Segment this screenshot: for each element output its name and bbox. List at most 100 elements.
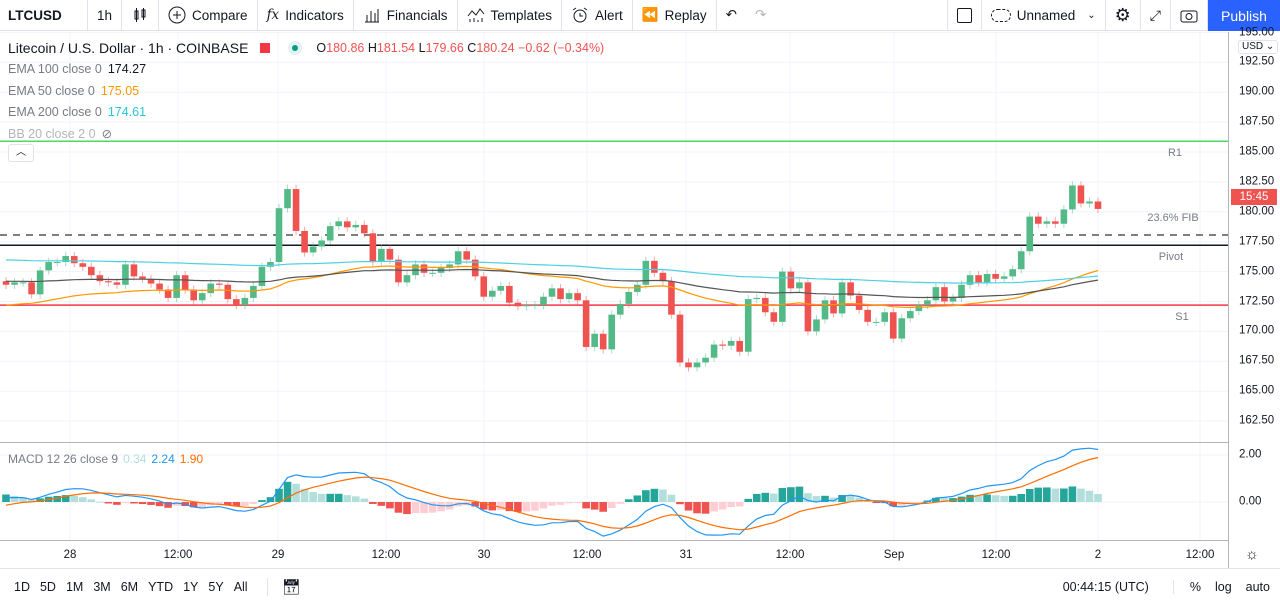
macd-histogram-bar bbox=[471, 502, 480, 507]
interval-button[interactable]: 1h bbox=[88, 0, 123, 31]
bar-chart-icon bbox=[364, 9, 379, 23]
macd-histogram-bar bbox=[616, 502, 625, 504]
macd-histogram-bar bbox=[624, 499, 633, 502]
macd-histogram-bar bbox=[676, 502, 684, 505]
price-chart[interactable] bbox=[0, 0, 1228, 540]
time-tick: 12:00 bbox=[775, 549, 805, 561]
ema100-legend[interactable]: EMA 100 close 0 174.27 bbox=[8, 62, 147, 77]
candle-body bbox=[463, 251, 470, 260]
layout-select-button[interactable] bbox=[946, 0, 982, 31]
macd-histogram-bar bbox=[224, 502, 232, 506]
range-1m[interactable]: 1M bbox=[65, 579, 84, 594]
chart-type-button[interactable] bbox=[122, 0, 160, 31]
price-axis[interactable]: USD ⌄ 195.00 192.50 190.00 187.50 185.00 182.… bbox=[1228, 27, 1280, 568]
candle-body bbox=[224, 284, 232, 300]
eye-hidden-icon[interactable]: ⊘ bbox=[101, 127, 113, 142]
range-ytd[interactable]: YTD bbox=[148, 579, 174, 594]
templates-button[interactable]: Templates bbox=[458, 0, 563, 31]
candle-body bbox=[446, 264, 453, 269]
time-tick: 12:00 bbox=[371, 549, 401, 561]
ema50-legend[interactable]: EMA 50 close 0 175.05 bbox=[8, 83, 140, 98]
macd-histogram-bar bbox=[377, 502, 386, 506]
macd-histogram-bar bbox=[829, 497, 838, 502]
candle-body bbox=[608, 314, 616, 350]
candle-body bbox=[557, 288, 564, 300]
ema50-line bbox=[5, 265, 1099, 309]
layout-name-button[interactable]: Unnamed ⌄ bbox=[982, 0, 1106, 31]
range-1d[interactable]: 1D bbox=[14, 579, 30, 594]
range-1y[interactable]: 1Y bbox=[183, 579, 199, 594]
candle-body bbox=[275, 208, 283, 263]
replay-button[interactable]: ⏪ Replay bbox=[633, 0, 717, 31]
fullscreen-button[interactable]: ⤢ bbox=[1141, 0, 1171, 31]
macd-legend[interactable]: MACD 12 26 close 9 0.34 2.24 1.90 bbox=[8, 452, 204, 466]
candle-body bbox=[719, 344, 726, 346]
axis-settings-button[interactable]: ☼ bbox=[1245, 546, 1259, 563]
compare-button[interactable]: Compare bbox=[159, 0, 258, 31]
financials-button[interactable]: Financials bbox=[354, 0, 458, 31]
macd-histogram-bar bbox=[752, 493, 761, 502]
macd-histogram-bar bbox=[650, 488, 659, 502]
indicators-button[interactable]: fx Indicators bbox=[258, 0, 354, 31]
alert-button[interactable]: Alert bbox=[562, 0, 633, 31]
macd-histogram-bar bbox=[164, 502, 172, 508]
macd-histogram-bar bbox=[369, 502, 377, 504]
macd-histogram-bar bbox=[727, 502, 735, 508]
candle-body bbox=[420, 264, 428, 273]
candle-body bbox=[241, 297, 249, 306]
candle-body bbox=[727, 340, 735, 346]
range-6m[interactable]: 6M bbox=[120, 579, 139, 594]
macd-histogram-bar bbox=[78, 497, 87, 502]
macd-histogram-bar bbox=[539, 502, 548, 509]
macd-histogram-bar bbox=[573, 502, 582, 503]
signal-line bbox=[5, 456, 1099, 531]
candle-body bbox=[378, 248, 385, 263]
price-tick: 165.00 bbox=[1239, 384, 1275, 397]
date-range-button[interactable]: 📅︎ bbox=[266, 577, 301, 596]
candle-body bbox=[574, 293, 581, 301]
candle-body bbox=[864, 309, 871, 322]
range-5y[interactable]: 5Y bbox=[208, 579, 224, 594]
price-tick: 195.00 bbox=[1239, 26, 1275, 39]
redo-button[interactable]: ↷ bbox=[746, 0, 775, 31]
candle-body bbox=[11, 282, 18, 285]
macd-histogram-bar bbox=[36, 498, 44, 502]
candle-body bbox=[616, 303, 624, 315]
ema200-legend[interactable]: EMA 200 close 0 174.61 bbox=[8, 105, 147, 120]
currency-select[interactable]: USD ⌄ bbox=[1238, 40, 1279, 54]
candle-body bbox=[838, 282, 846, 314]
auto-toggle[interactable]: auto bbox=[1245, 580, 1270, 594]
candle-body bbox=[813, 319, 820, 332]
undo-button[interactable]: ↶ bbox=[717, 0, 746, 31]
candle-body bbox=[821, 300, 829, 320]
macd-histogram-bar bbox=[770, 493, 778, 502]
bb-legend[interactable]: BB 20 close 2 0 ⊘ bbox=[8, 126, 113, 142]
candle-body bbox=[685, 362, 692, 368]
macd-histogram-bar bbox=[70, 495, 79, 502]
compare-label: Compare bbox=[192, 7, 248, 23]
macd-histogram-bar bbox=[940, 498, 949, 502]
publish-button[interactable]: Publish bbox=[1208, 0, 1280, 31]
candle-body bbox=[309, 246, 317, 253]
clock[interactable]: 00:44:15 (UTC) bbox=[1062, 580, 1149, 594]
candle-body bbox=[1043, 221, 1051, 224]
macd-histogram-bar bbox=[104, 502, 113, 504]
candle-body bbox=[147, 278, 155, 284]
settings-button[interactable]: ⚙ bbox=[1106, 0, 1141, 31]
range-3m[interactable]: 3M bbox=[93, 579, 111, 594]
candle-body bbox=[156, 283, 163, 290]
percent-toggle[interactable]: % bbox=[1172, 580, 1201, 594]
candle-body bbox=[582, 300, 590, 347]
candle-body bbox=[45, 262, 52, 271]
macd-histogram-bar bbox=[812, 496, 821, 502]
log-toggle[interactable]: log bbox=[1214, 580, 1232, 594]
macd-histogram-bar bbox=[300, 488, 309, 502]
collapse-legend-button[interactable]: ︿ bbox=[8, 144, 34, 162]
range-5d[interactable]: 5D bbox=[39, 579, 56, 594]
candle-body bbox=[523, 305, 530, 307]
snapshot-button[interactable] bbox=[1171, 0, 1208, 31]
macd-histogram-bar bbox=[701, 502, 710, 514]
symbol-search[interactable]: LTCUSD bbox=[0, 0, 88, 31]
range-all[interactable]: All bbox=[233, 579, 248, 594]
time-axis[interactable]: 28 12:00 29 12:00 30 12:00 31 12:00 Sep 12:00 2 12:… bbox=[0, 540, 1228, 568]
